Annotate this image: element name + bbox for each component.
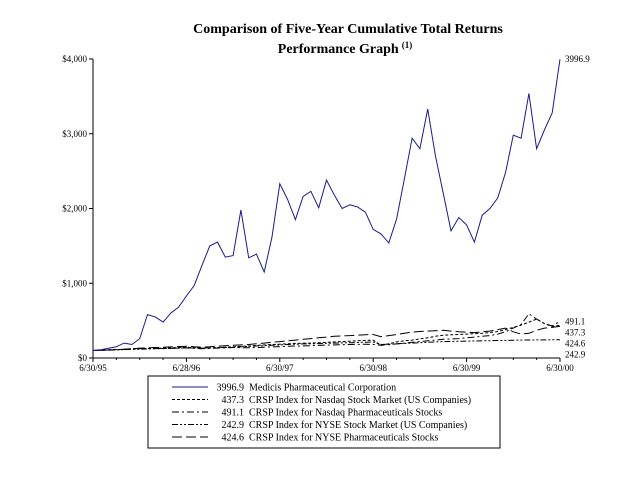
series-end-label: 491.1 xyxy=(565,316,585,326)
x-tick-label: 6/28/96 xyxy=(173,363,201,373)
legend-value: 424.6 xyxy=(222,433,245,444)
legend-label: CRSP Index for NYSE Stock Market (US Com… xyxy=(249,420,467,431)
legend-value: 3996.9 xyxy=(217,383,245,394)
x-tick-label: 6/30/98 xyxy=(359,363,387,373)
legend-value: 491.1 xyxy=(222,408,245,419)
y-ticks: $0 $1,000 $2,000 $3,000 $4,000 xyxy=(62,54,93,363)
series-line xyxy=(92,59,561,351)
x-tick-label: 6/30/97 xyxy=(266,363,294,373)
y-tick-label: $1,000 xyxy=(62,278,87,288)
x-tick-label: 6/30/99 xyxy=(453,363,481,373)
chart-subtitle-text: Performance Graph xyxy=(278,42,399,57)
series-line xyxy=(92,325,561,351)
y-tick-label: $0 xyxy=(78,353,88,363)
series-line xyxy=(92,313,561,351)
legend-box xyxy=(147,375,501,449)
x-tick-label: 6/30/00 xyxy=(546,363,574,373)
legend: 3996.9 Medicis Pharmaceutical Corporation… xyxy=(172,383,471,444)
legend-label: CRSP Index for Nasdaq Pharmaceuticals St… xyxy=(249,408,442,419)
y-tick-label: $3,000 xyxy=(62,129,87,139)
series-end-label: 437.3 xyxy=(565,327,586,337)
series-end-label: 3996.9 xyxy=(565,54,590,64)
series-line xyxy=(92,318,561,351)
x-ticks: 6/30/95 6/28/96 6/30/97 6/30/98 6/30/99 6/30/… xyxy=(79,358,574,373)
chart-subtitle: Performance Graph (1) xyxy=(278,40,412,57)
series-end-label: 424.6 xyxy=(565,338,586,348)
y-tick-label: $4,000 xyxy=(62,54,87,64)
legend-label: CRSP Index for NYSE Pharmaceuticals Stoc… xyxy=(249,433,438,444)
chart-subtitle-footnote: (1) xyxy=(402,40,413,50)
x-tick-label: 6/30/95 xyxy=(79,363,107,373)
legend-label: CRSP Index for Nasdaq Stock Market (US C… xyxy=(249,395,471,406)
series-lines xyxy=(92,59,561,351)
series-end-label: 242.9 xyxy=(565,349,586,359)
legend-value: 437.3 xyxy=(222,395,245,406)
legend-label: Medicis Pharmaceutical Corporation xyxy=(249,383,396,394)
legend-value: 242.9 xyxy=(222,420,245,431)
y-tick-label: $2,000 xyxy=(62,204,87,214)
chart-title: Comparison of Five-Year Cumulative Total… xyxy=(193,22,503,37)
